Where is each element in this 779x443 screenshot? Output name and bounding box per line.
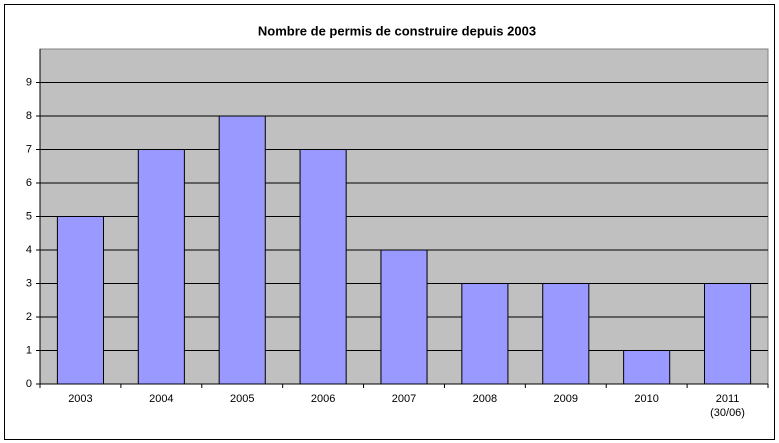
- bar: [299, 149, 347, 385]
- y-tick-label: 5: [26, 210, 32, 222]
- y-tick-label: 8: [26, 110, 32, 122]
- bar: [461, 283, 509, 385]
- chart-title: Nombre de permis de construire depuis 20…: [258, 23, 536, 38]
- y-tick-label: 1: [26, 344, 32, 356]
- x-tick-label: 2005: [229, 393, 255, 405]
- y-tick-label: 2: [26, 311, 32, 323]
- x-tick-label: 2007: [391, 393, 417, 405]
- x-tick-label: 2004: [149, 393, 174, 405]
- bar: [380, 249, 428, 385]
- x-tick-label: 2006: [310, 393, 336, 405]
- y-tick-label: 3: [26, 277, 32, 289]
- x-tick-label: 2011 (30/06): [710, 393, 745, 419]
- y-tick-label: 6: [26, 177, 32, 189]
- bar: [542, 283, 590, 385]
- bar: [218, 115, 266, 385]
- x-tick-label: 2009: [553, 393, 578, 405]
- bar: [137, 149, 185, 385]
- x-tick-label: 2003: [68, 393, 93, 405]
- y-tick-label: 7: [26, 143, 32, 155]
- x-tick-label: 2010: [634, 393, 659, 405]
- y-tick-label: 0: [26, 378, 32, 390]
- y-tick-label: 4: [26, 244, 32, 256]
- y-tick-label: 9: [26, 76, 32, 88]
- bar: [704, 283, 752, 385]
- x-tick-label: 2008: [472, 393, 498, 405]
- bar: [56, 216, 104, 385]
- bar: [623, 350, 671, 385]
